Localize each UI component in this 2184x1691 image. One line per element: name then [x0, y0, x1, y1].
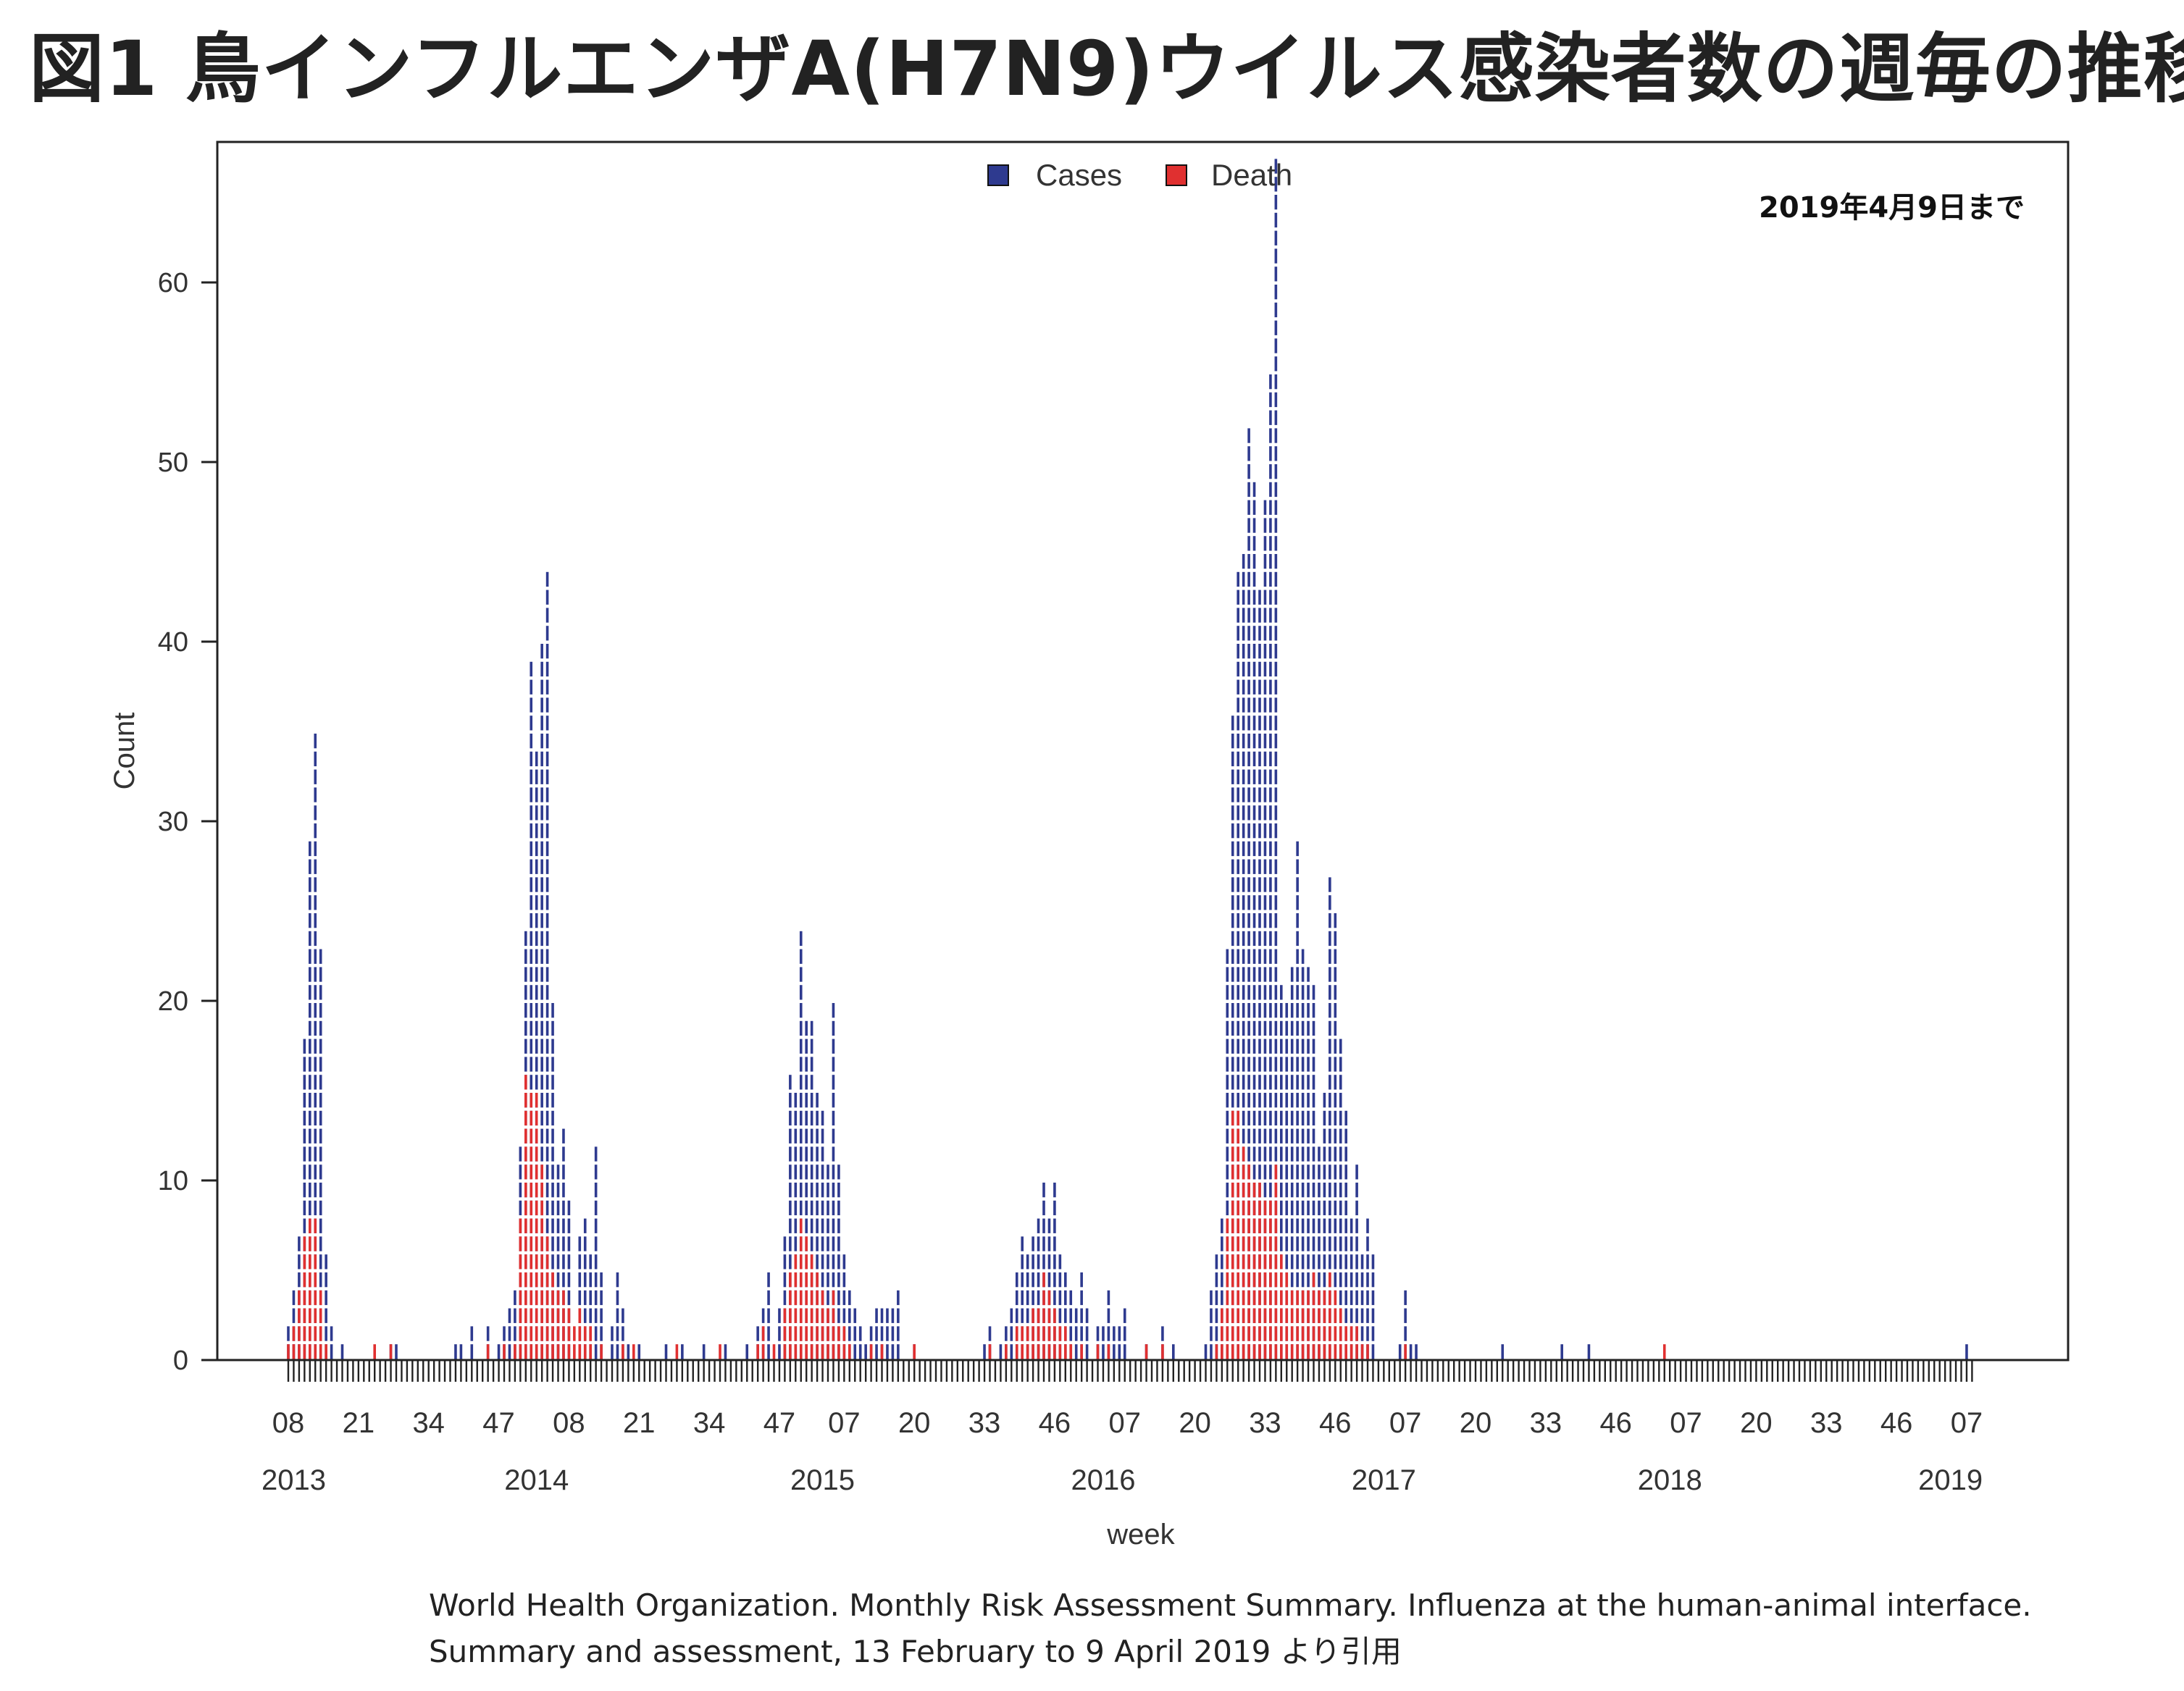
y-axis: 0 10 20 30 40 50 60 — [158, 268, 217, 1376]
plot-frame — [216, 140, 2070, 1361]
x-axis-ticks — [287, 1360, 1973, 1382]
x-tick-label: 07 — [1389, 1407, 1422, 1439]
x-tick-label: 33 — [968, 1407, 1001, 1439]
x-tick-label: 20 — [1179, 1407, 1211, 1439]
y-tick-label: 50 — [158, 448, 188, 478]
y-tick-label: 0 — [173, 1346, 188, 1376]
page-title: 図1 鳥インフルエンザA(H7N9)ウイルス感染者数の週毎の推移 — [29, 25, 2184, 113]
x-tick-label: 47 — [763, 1407, 796, 1439]
legend: Cases Death — [987, 158, 1292, 192]
x-tick-label: 46 — [1039, 1407, 1071, 1439]
legend-cases-label: Cases — [1036, 158, 1122, 192]
x-tick-label: 21 — [623, 1407, 656, 1439]
x-tick-label: 08 — [272, 1407, 305, 1439]
x-tick-label: 07 — [1109, 1407, 1142, 1439]
x-tick-label: 47 — [482, 1407, 515, 1439]
x-tick-label: 07 — [1951, 1407, 1983, 1439]
x-axis-label: week — [1106, 1519, 1175, 1551]
y-tick-label: 30 — [158, 807, 188, 837]
x-tick-label: 46 — [1880, 1407, 1913, 1439]
year-label: 2016 — [1071, 1464, 1135, 1496]
x-tick-label: 34 — [412, 1407, 445, 1439]
cases-bars — [287, 159, 1968, 1359]
x-tick-label: 33 — [1249, 1407, 1281, 1439]
date-annotation: 2019年4月9日まで — [1759, 191, 2025, 225]
x-axis-labels: 08 21 34 47 08 21 34 47 07 20 33 46 07 20 33 46 07 20 33 46… — [272, 1407, 1983, 1439]
source-line-1: World Health Organization. Monthly Risk … — [429, 1587, 2032, 1623]
y-tick-label: 40 — [158, 627, 188, 658]
year-label: 2013 — [262, 1464, 326, 1496]
legend-cases-swatch — [987, 164, 1009, 186]
x-tick-label: 33 — [1530, 1407, 1562, 1439]
x-tick-label: 08 — [553, 1407, 585, 1439]
x-tick-label: 21 — [343, 1407, 375, 1439]
x-tick-label: 07 — [828, 1407, 861, 1439]
x-tick-label: 20 — [898, 1407, 931, 1439]
x-tick-label: 20 — [1740, 1407, 1773, 1439]
year-label: 2019 — [1918, 1464, 1983, 1496]
legend-death-swatch — [1166, 164, 1187, 186]
death-bars — [287, 1075, 1666, 1359]
source-citation: World Health Organization. Monthly Risk … — [429, 1582, 2153, 1675]
x-tick-label: 34 — [693, 1407, 726, 1439]
y-tick-label: 20 — [158, 986, 188, 1017]
year-label: 2017 — [1352, 1464, 1416, 1496]
x-tick-label: 46 — [1319, 1407, 1352, 1439]
x-tick-label: 46 — [1599, 1407, 1632, 1439]
year-label: 2015 — [790, 1464, 855, 1496]
y-axis-label: Count — [109, 713, 141, 790]
legend-death-label: Death — [1211, 158, 1292, 192]
y-tick-label: 60 — [158, 268, 188, 298]
year-label: 2018 — [1638, 1464, 1702, 1496]
year-label: 2014 — [504, 1464, 569, 1496]
source-line-2: Summary and assessment, 13 February to 9… — [429, 1634, 1402, 1669]
x-tick-label: 33 — [1810, 1407, 1843, 1439]
y-tick-label: 10 — [158, 1166, 188, 1196]
year-labels: 2013 2014 2015 2016 2017 2018 2019 — [262, 1464, 1983, 1496]
x-tick-label: 20 — [1460, 1407, 1492, 1439]
x-tick-label: 07 — [1670, 1407, 1702, 1439]
